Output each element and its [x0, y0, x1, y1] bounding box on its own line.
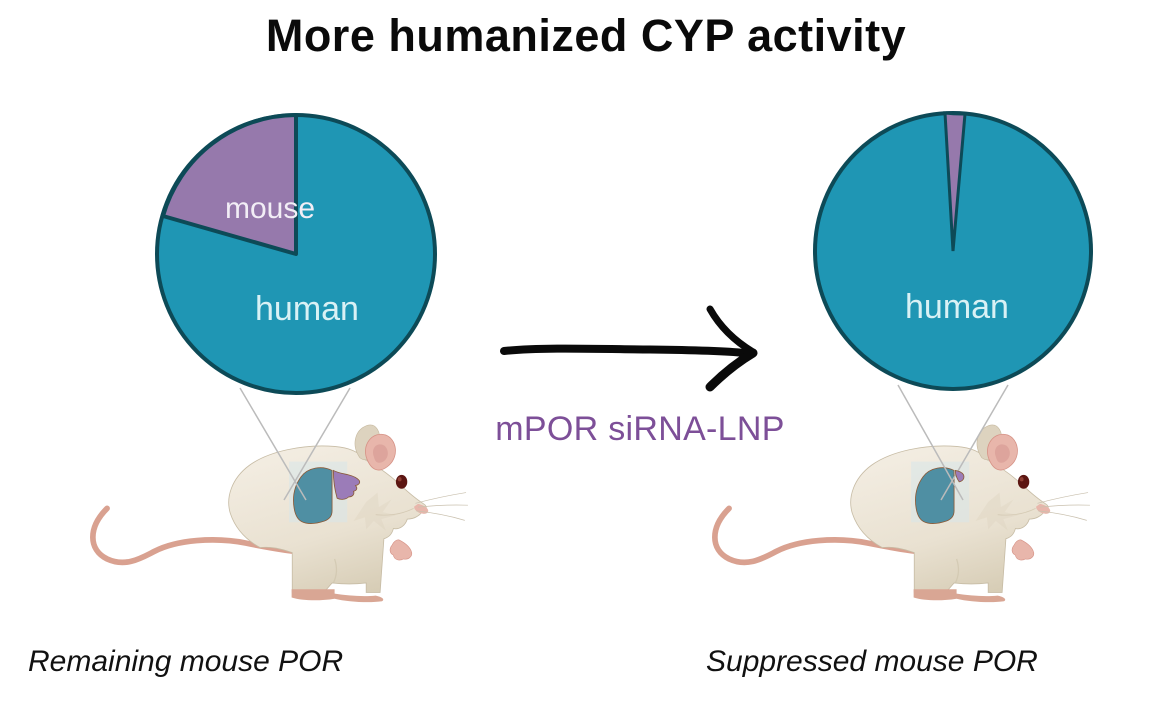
- svg-text:human: human: [255, 290, 359, 328]
- svg-text:human: human: [905, 288, 1009, 326]
- svg-text:mouse: mouse: [225, 192, 315, 225]
